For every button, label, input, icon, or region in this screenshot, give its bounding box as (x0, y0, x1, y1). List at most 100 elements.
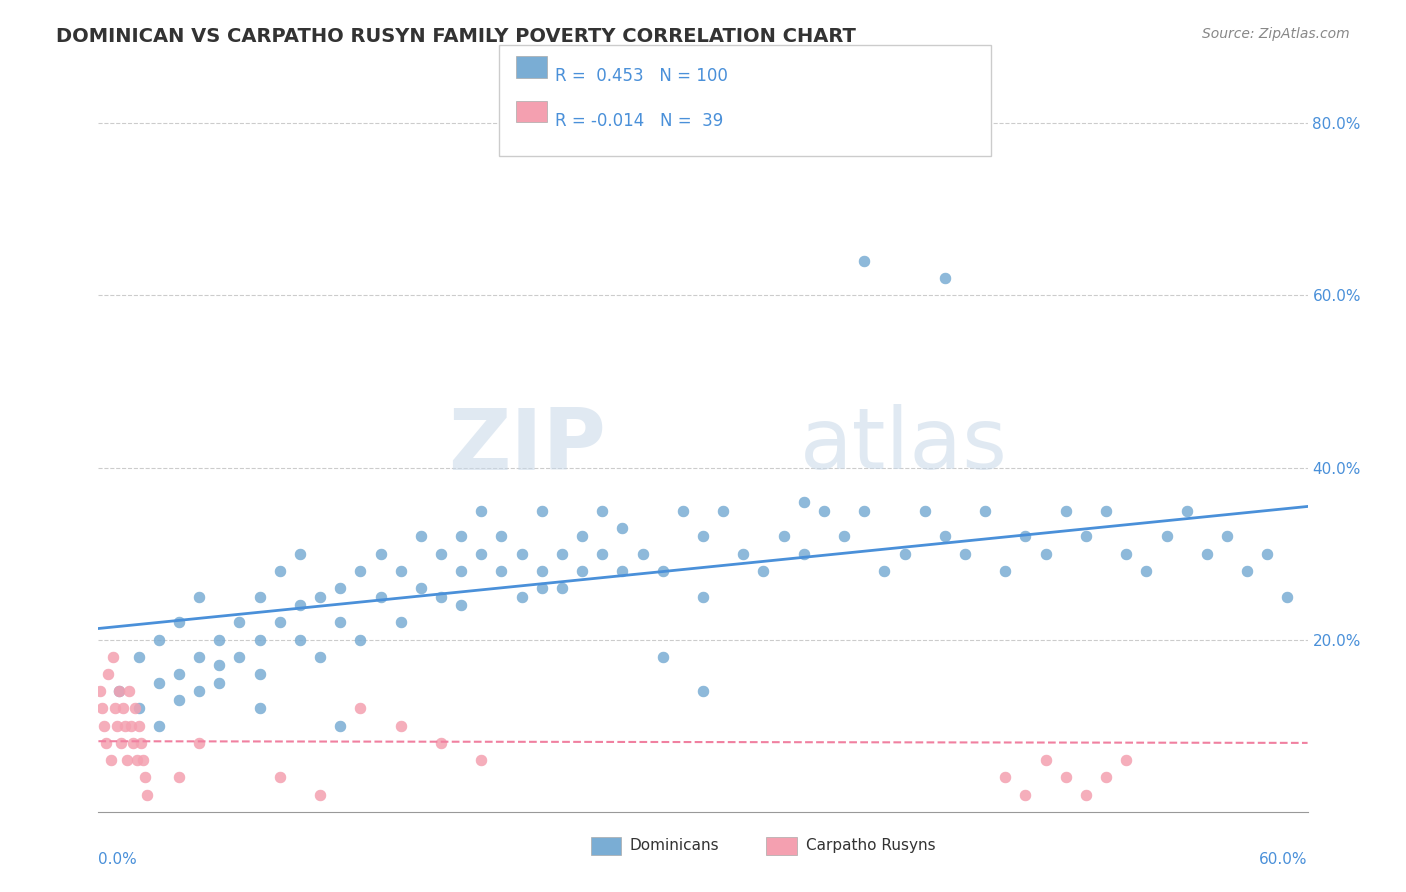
Point (510, 547, 533, 561)
Point (651, 564, 673, 578)
Text: DOMINICAN VS CARPATHO RUSYN FAMILY POVERTY CORRELATION CHART: DOMINICAN VS CARPATHO RUSYN FAMILY POVER… (56, 27, 856, 45)
Point (1074, 788, 1097, 802)
Point (692, 529, 714, 543)
Point (470, 503, 492, 517)
Point (309, 649, 332, 664)
Point (110, 736, 132, 750)
Point (115, 753, 138, 767)
Point (100, 753, 122, 767)
Text: 60.0%: 60.0% (1260, 852, 1308, 867)
Point (510, 590, 533, 604)
Point (612, 564, 634, 578)
Point (114, 719, 136, 733)
Point (571, 529, 593, 543)
Point (370, 547, 392, 561)
Point (1216, 529, 1239, 543)
Point (1256, 547, 1278, 561)
Point (914, 503, 936, 517)
Point (188, 590, 211, 604)
Point (1035, 547, 1057, 561)
Point (107, 684, 129, 698)
Point (111, 701, 134, 715)
Point (125, 753, 148, 767)
Point (167, 693, 190, 707)
Point (450, 564, 472, 578)
Point (430, 547, 453, 561)
Point (409, 581, 432, 595)
Point (309, 788, 332, 802)
Point (167, 615, 190, 630)
Point (148, 719, 170, 733)
Point (853, 254, 876, 268)
Point (134, 770, 156, 784)
Point (994, 564, 1017, 578)
Point (118, 684, 141, 698)
Text: R = -0.014   N =  39: R = -0.014 N = 39 (555, 112, 724, 129)
Point (1156, 529, 1178, 543)
Point (1014, 788, 1036, 802)
Point (228, 615, 250, 630)
Point (450, 598, 472, 612)
Point (128, 719, 150, 733)
Point (228, 649, 250, 664)
Point (793, 547, 815, 561)
Point (934, 529, 956, 543)
Point (349, 701, 371, 715)
Point (370, 590, 392, 604)
Point (105, 719, 128, 733)
Point (188, 736, 211, 750)
Point (651, 649, 673, 664)
Point (1277, 590, 1299, 604)
Point (711, 503, 734, 517)
Point (329, 719, 352, 733)
Point (692, 590, 714, 604)
Point (430, 736, 453, 750)
Point (148, 632, 170, 647)
Point (470, 753, 492, 767)
Point (349, 564, 371, 578)
Point (873, 564, 896, 578)
Point (96, 736, 118, 750)
Point (1054, 503, 1077, 517)
Point (188, 684, 211, 698)
Point (349, 632, 371, 647)
Text: R =  0.453   N = 100: R = 0.453 N = 100 (555, 67, 728, 85)
Point (1095, 770, 1118, 784)
Point (249, 667, 271, 681)
Point (93, 719, 115, 733)
Point (101, 649, 124, 664)
Point (288, 547, 311, 561)
Point (409, 529, 432, 543)
Point (733, 547, 755, 561)
Point (752, 564, 775, 578)
Point (491, 564, 513, 578)
Point (832, 529, 855, 543)
Text: Dominicans: Dominicans (630, 838, 720, 853)
Point (450, 529, 472, 543)
Point (288, 632, 311, 647)
Point (813, 503, 835, 517)
Point (1195, 547, 1218, 561)
Text: atlas: atlas (800, 404, 1008, 488)
Point (631, 547, 654, 561)
Point (148, 675, 170, 690)
Point (269, 564, 291, 578)
Point (994, 770, 1017, 784)
Point (103, 701, 125, 715)
Point (1175, 503, 1198, 517)
Point (120, 719, 142, 733)
Point (571, 564, 593, 578)
Point (128, 701, 150, 715)
Point (97, 667, 120, 681)
Point (124, 701, 146, 715)
Point (167, 770, 190, 784)
Point (249, 632, 271, 647)
Point (107, 684, 129, 698)
Point (135, 788, 157, 802)
Point (530, 581, 553, 595)
Point (551, 581, 574, 595)
Point (491, 529, 513, 543)
Point (1095, 503, 1118, 517)
Point (934, 271, 956, 285)
Point (132, 753, 155, 767)
